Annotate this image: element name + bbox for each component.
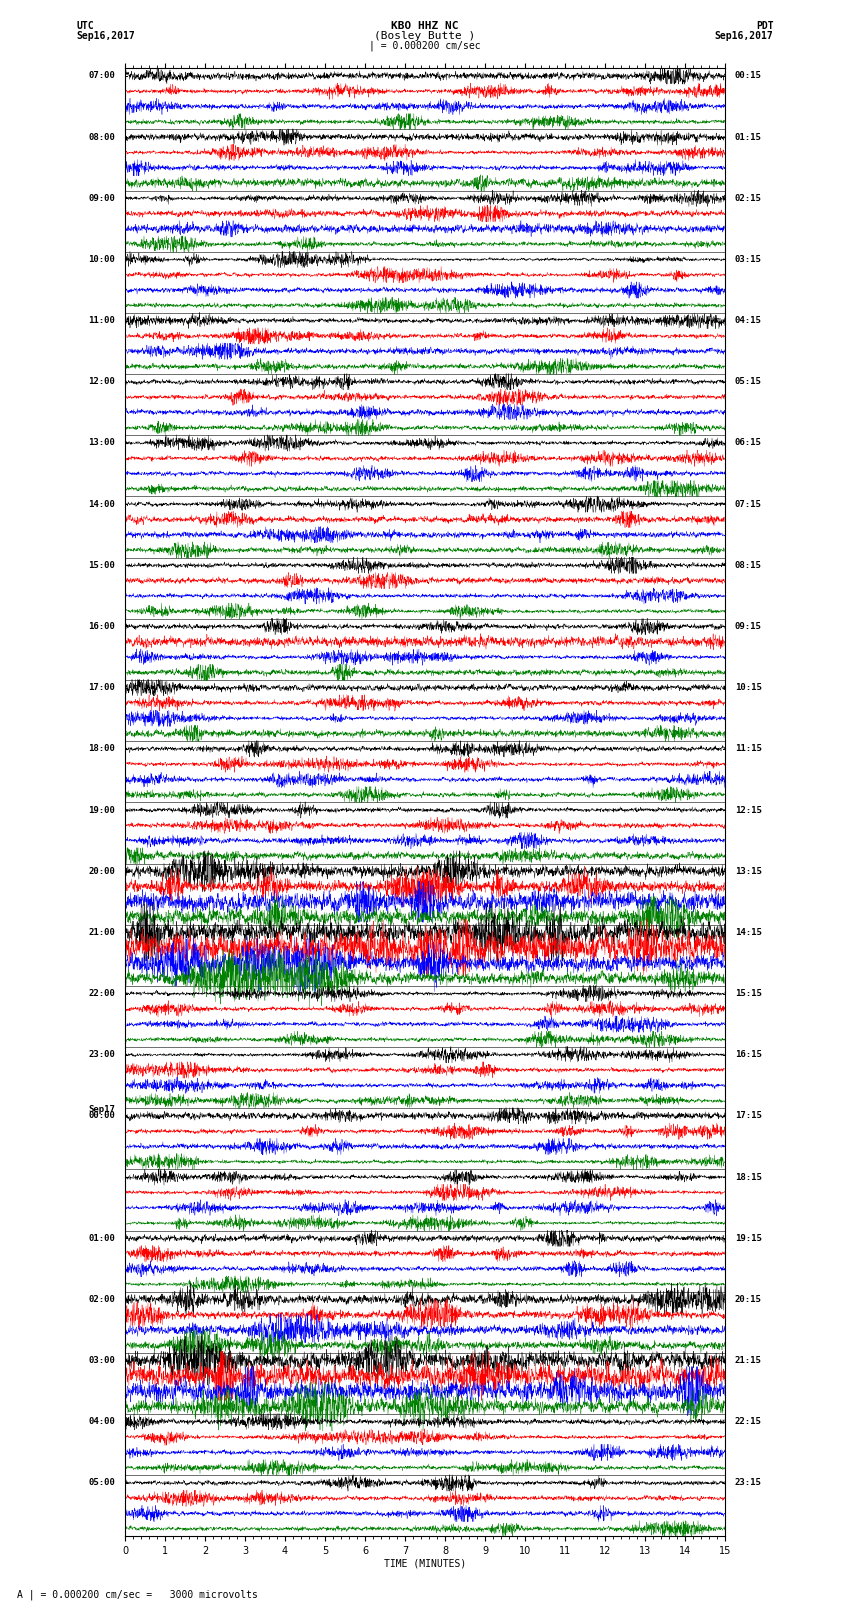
Text: 17:15: 17:15: [735, 1111, 762, 1121]
Text: 15:00: 15:00: [88, 561, 115, 569]
Text: 03:15: 03:15: [735, 255, 762, 265]
Text: 00:15: 00:15: [735, 71, 762, 81]
Text: 11:15: 11:15: [735, 744, 762, 753]
Text: 13:00: 13:00: [88, 439, 115, 447]
Text: 14:15: 14:15: [735, 927, 762, 937]
Text: 18:00: 18:00: [88, 744, 115, 753]
Text: 02:15: 02:15: [735, 194, 762, 203]
Text: 11:00: 11:00: [88, 316, 115, 326]
Text: 10:00: 10:00: [88, 255, 115, 265]
Text: 21:00: 21:00: [88, 927, 115, 937]
Text: 07:15: 07:15: [735, 500, 762, 508]
Text: 12:15: 12:15: [735, 805, 762, 815]
Text: 09:00: 09:00: [88, 194, 115, 203]
Text: 17:00: 17:00: [88, 684, 115, 692]
Text: 15:15: 15:15: [735, 989, 762, 998]
Text: 05:00: 05:00: [88, 1479, 115, 1487]
Text: A | = 0.000200 cm/sec =   3000 microvolts: A | = 0.000200 cm/sec = 3000 microvolts: [17, 1589, 258, 1600]
Text: 12:00: 12:00: [88, 377, 115, 386]
Text: 20:00: 20:00: [88, 866, 115, 876]
Text: 23:00: 23:00: [88, 1050, 115, 1060]
Text: (Bosley Butte ): (Bosley Butte ): [374, 31, 476, 40]
Text: 05:15: 05:15: [735, 377, 762, 386]
Text: 03:00: 03:00: [88, 1357, 115, 1365]
Text: 04:15: 04:15: [735, 316, 762, 326]
Text: UTC: UTC: [76, 21, 94, 31]
X-axis label: TIME (MINUTES): TIME (MINUTES): [384, 1560, 466, 1569]
Text: KBO HHZ NC: KBO HHZ NC: [391, 21, 459, 31]
Text: 22:00: 22:00: [88, 989, 115, 998]
Text: 22:15: 22:15: [735, 1418, 762, 1426]
Text: 23:15: 23:15: [735, 1479, 762, 1487]
Text: 21:15: 21:15: [735, 1357, 762, 1365]
Text: 14:00: 14:00: [88, 500, 115, 508]
Text: PDT: PDT: [756, 21, 774, 31]
Text: Sep17: Sep17: [88, 1105, 115, 1113]
Text: 04:00: 04:00: [88, 1418, 115, 1426]
Text: 16:00: 16:00: [88, 623, 115, 631]
Text: Sep16,2017: Sep16,2017: [715, 31, 774, 40]
Text: 01:00: 01:00: [88, 1234, 115, 1242]
Text: 01:15: 01:15: [735, 132, 762, 142]
Text: 06:15: 06:15: [735, 439, 762, 447]
Text: Sep16,2017: Sep16,2017: [76, 31, 135, 40]
Text: 07:00: 07:00: [88, 71, 115, 81]
Text: 08:15: 08:15: [735, 561, 762, 569]
Text: 09:15: 09:15: [735, 623, 762, 631]
Text: 10:15: 10:15: [735, 684, 762, 692]
Text: 00:00: 00:00: [88, 1111, 115, 1121]
Text: 18:15: 18:15: [735, 1173, 762, 1182]
Text: 13:15: 13:15: [735, 866, 762, 876]
Text: 20:15: 20:15: [735, 1295, 762, 1303]
Text: 08:00: 08:00: [88, 132, 115, 142]
Text: 16:15: 16:15: [735, 1050, 762, 1060]
Text: 19:15: 19:15: [735, 1234, 762, 1242]
Text: | = 0.000200 cm/sec: | = 0.000200 cm/sec: [369, 40, 481, 52]
Text: 19:00: 19:00: [88, 805, 115, 815]
Text: 02:00: 02:00: [88, 1295, 115, 1303]
